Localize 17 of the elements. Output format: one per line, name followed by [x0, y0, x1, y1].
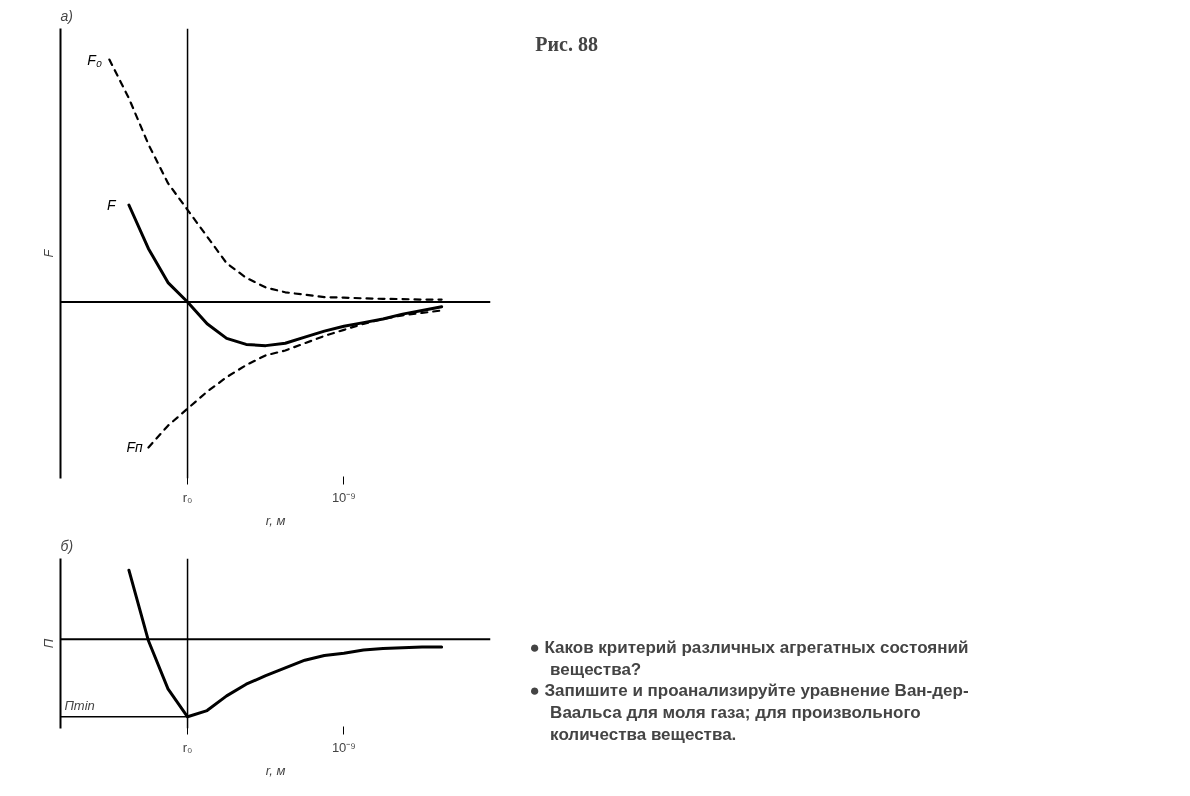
text: Рис. 88	[535, 32, 598, 55]
y-axis-title: П	[40, 638, 56, 649]
text: ● Каков критерий различных агрегатных состояний вещества?	[529, 638, 969, 679]
x-axis-title: r, м	[265, 512, 286, 528]
x-tick-label: r₀	[182, 489, 193, 505]
chart-title: б)	[60, 537, 74, 554]
x-axis-title: r, м	[265, 762, 286, 778]
y-axis-title: F	[40, 248, 56, 258]
chart-title: а)	[60, 7, 73, 24]
x-tick-label: r₀	[182, 739, 193, 755]
series-label: F₀	[87, 51, 102, 68]
text: ● Запишите и проанализируйте уравнение Ван-дер-Ваальса для моля газа; для произвольного количества вещества.	[529, 681, 969, 744]
x-tick-label: 10⁻⁹	[331, 489, 356, 505]
series-label: Fп	[126, 439, 144, 456]
x-tick-label: 10⁻⁹	[331, 739, 356, 755]
series-label: F	[106, 197, 117, 214]
ref-line-label: Пmin	[64, 697, 95, 713]
